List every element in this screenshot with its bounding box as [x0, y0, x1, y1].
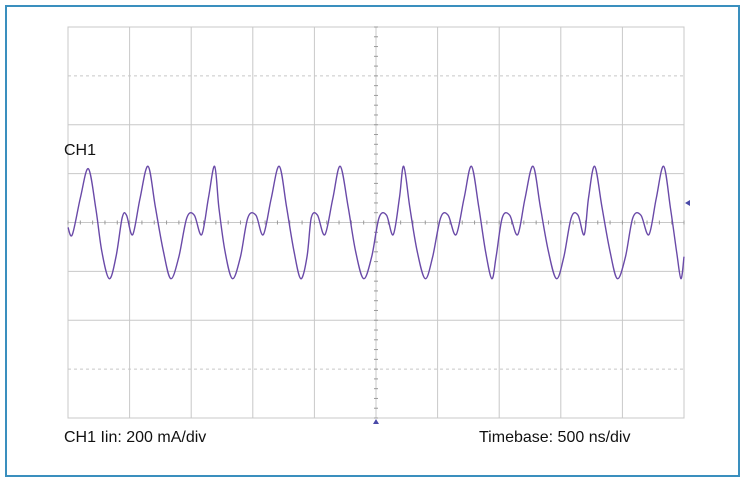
trigger-level-marker: [685, 199, 690, 206]
channel-label: CH1: [64, 142, 97, 159]
timebase-caption: Timebase: 500 ns/div: [479, 429, 631, 446]
trigger-position-marker: [373, 419, 379, 424]
figure-frame: [5, 5, 740, 477]
vertical-scale-caption: CH1 Iin: 200 mA/div: [64, 429, 207, 446]
center-axis-ticks: [67, 26, 685, 419]
ch1-trace: [67, 165, 685, 280]
